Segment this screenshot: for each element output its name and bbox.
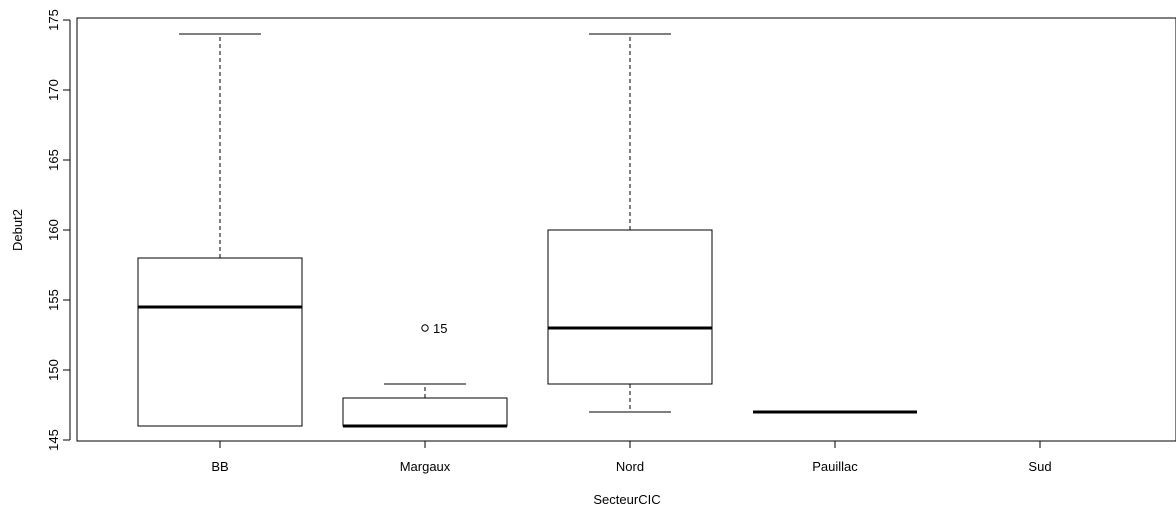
y-tick-label: 175 [46, 9, 61, 31]
x-axis-label: SecteurCIC [593, 492, 660, 507]
x-tick-label: Nord [616, 459, 644, 474]
outlier-label: 15 [433, 321, 447, 336]
box-nord [547, 33, 713, 413]
x-tick-label: Sud [1028, 459, 1051, 474]
x-tick-label: Margaux [400, 459, 451, 474]
y-tick-label: 145 [46, 429, 61, 451]
iqr-box [547, 229, 713, 385]
y-tick-label: 160 [46, 219, 61, 241]
x-tick-label: BB [211, 459, 228, 474]
y-tick-label: 170 [46, 79, 61, 101]
y-tick-label: 155 [46, 289, 61, 311]
y-axis-label: Debut2 [10, 209, 25, 251]
outlier-point [421, 324, 429, 332]
y-axis: 145 150 155 160 165 170 175 [46, 9, 71, 451]
boxes-layer: 15 [137, 33, 917, 428]
x-axis: BB Margaux Nord Pauillac Sud [211, 441, 1052, 474]
y-tick-label: 150 [46, 359, 61, 381]
iqr-box [137, 257, 303, 427]
box-bb [137, 33, 303, 427]
box-margaux: 15 [342, 321, 508, 428]
y-tick-label: 165 [46, 149, 61, 171]
plot-frame [76, 17, 1176, 442]
x-tick-label: Pauillac [812, 459, 858, 474]
iqr-box [342, 397, 508, 427]
